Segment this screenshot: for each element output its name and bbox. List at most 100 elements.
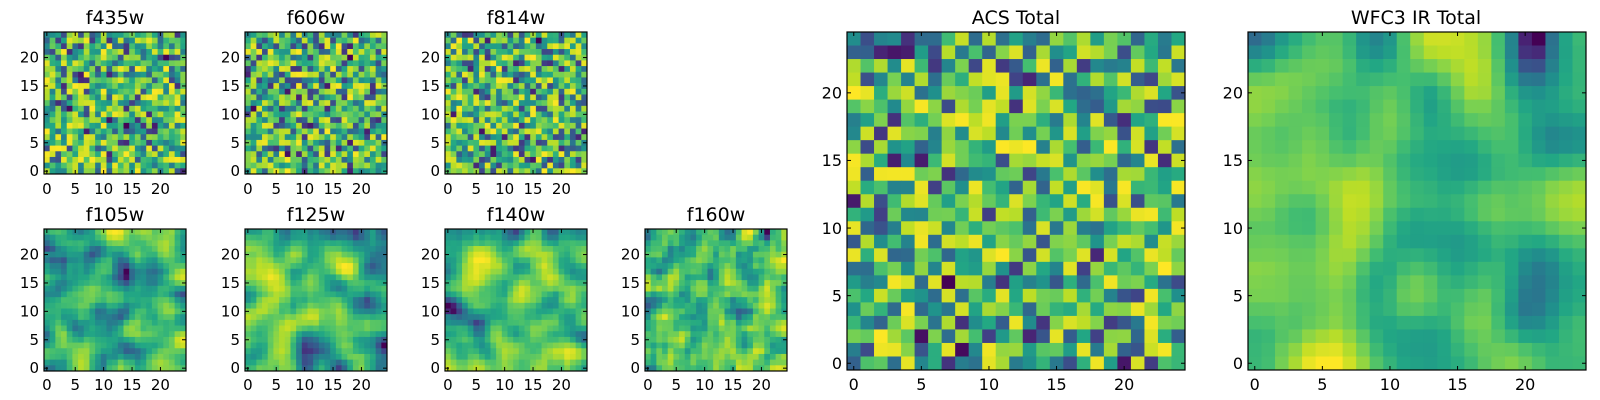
heatmap-cell	[569, 54, 577, 61]
heatmap-cell	[117, 336, 124, 343]
heatmap-cell	[129, 353, 136, 361]
heatmap-cell	[450, 122, 457, 129]
heatmap-cell	[445, 234, 452, 241]
heatmap-cell	[330, 139, 337, 146]
heatmap-cell	[507, 257, 514, 264]
heatmap-cell	[95, 234, 102, 241]
x-tick-label: 20	[151, 376, 170, 394]
heatmap-cell	[564, 66, 571, 73]
heatmap-cell	[66, 314, 73, 321]
heatmap-cell	[496, 319, 503, 326]
heatmap-cell	[66, 111, 73, 118]
heatmap-cell	[445, 71, 452, 78]
heatmap-cell	[112, 348, 119, 355]
heatmap-cell	[679, 285, 686, 292]
heatmap-cell	[330, 71, 337, 78]
heatmap-cell	[250, 32, 257, 39]
heatmap-cell	[163, 32, 170, 39]
heatmap-cell	[662, 291, 669, 298]
heatmap-cell	[262, 60, 269, 67]
heatmap-cell	[769, 257, 777, 264]
heatmap-cell	[1157, 180, 1172, 195]
heatmap-cell	[535, 353, 542, 361]
heatmap-cell	[518, 342, 525, 349]
heatmap-cell	[180, 297, 187, 304]
heatmap-cell	[558, 156, 565, 164]
heatmap-cell	[375, 319, 382, 326]
heatmap-cell	[656, 302, 663, 309]
heatmap-cell	[467, 246, 474, 253]
heatmap-cell	[982, 221, 997, 236]
heatmap-cell	[696, 240, 703, 247]
heatmap-cell	[955, 72, 970, 87]
heatmap-cell	[313, 37, 320, 44]
heatmap-cell	[364, 105, 371, 112]
heatmap-cell	[764, 359, 771, 366]
heatmap-cell	[250, 263, 257, 270]
heatmap-cell	[1157, 140, 1172, 155]
heatmap-cell	[364, 122, 371, 129]
heatmap-cell	[496, 71, 503, 78]
heatmap-cell	[490, 314, 497, 321]
heatmap-cell	[301, 246, 308, 253]
heatmap-cell	[307, 77, 314, 84]
heatmap-cell	[467, 71, 474, 78]
heatmap-cell	[95, 257, 102, 264]
heatmap-cell	[530, 285, 537, 292]
heatmap-cell	[256, 257, 263, 264]
heatmap-cell	[256, 37, 263, 44]
heatmap-cell	[752, 342, 759, 349]
heatmap-cell	[781, 263, 788, 270]
heatmap-cell	[456, 37, 463, 44]
heatmap-cell	[335, 229, 342, 236]
heatmap-cell	[256, 156, 263, 164]
heatmap-cell	[1171, 167, 1186, 182]
heatmap-cell	[524, 336, 531, 343]
heatmap-cell	[369, 60, 377, 67]
heatmap-cell	[769, 234, 777, 241]
heatmap-cell	[781, 348, 788, 355]
heatmap-cell	[524, 251, 531, 258]
heatmap-cell	[887, 32, 902, 46]
heatmap-cell	[696, 280, 703, 287]
heatmap-cell	[847, 72, 861, 87]
heatmap-cell	[690, 302, 697, 309]
heatmap-cell	[100, 128, 107, 135]
heatmap-cell	[117, 359, 124, 366]
heatmap-cell	[982, 59, 997, 73]
heatmap-cell	[547, 302, 554, 309]
heatmap-cell	[180, 122, 187, 129]
heatmap-cell	[157, 268, 164, 275]
x-tick-label: 0	[243, 180, 253, 198]
heatmap-cell	[89, 145, 96, 152]
heatmap-cell	[513, 314, 520, 321]
heatmap-cell	[569, 162, 577, 169]
heatmap-cell	[530, 308, 537, 315]
heatmap-cell	[369, 168, 377, 175]
heatmap-cell	[55, 268, 62, 275]
heatmap-cell	[267, 77, 274, 84]
heatmap-cell	[507, 168, 514, 175]
heatmap-cell	[490, 336, 497, 343]
heatmap-cell	[129, 234, 136, 241]
heatmap-cell	[174, 43, 181, 50]
heatmap-cell	[347, 280, 354, 287]
heatmap-cell	[341, 117, 348, 124]
heatmap-cell	[575, 280, 582, 287]
heatmap-cell	[558, 54, 565, 61]
heatmap-cell	[83, 111, 90, 118]
heatmap-cell	[341, 54, 348, 61]
heatmap-cell	[369, 71, 377, 78]
heatmap-cell	[547, 128, 554, 135]
heatmap-cell	[741, 297, 748, 304]
heatmap-cell	[507, 268, 514, 275]
heatmap-cell	[445, 128, 452, 135]
heatmap-cell	[982, 32, 997, 46]
heatmap-cell	[83, 314, 90, 321]
heatmap-cell	[174, 71, 181, 78]
heatmap-cell	[330, 263, 337, 270]
heatmap-cell	[758, 234, 765, 241]
heatmap-cell	[667, 297, 674, 304]
heatmap-cell	[83, 122, 90, 129]
heatmap-cell	[49, 54, 56, 61]
